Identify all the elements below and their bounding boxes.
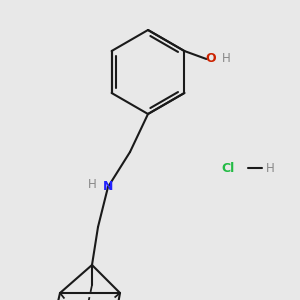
Text: H: H: [266, 161, 274, 175]
Text: H: H: [88, 178, 96, 190]
Text: O: O: [205, 52, 216, 65]
Text: H: H: [222, 52, 231, 64]
Text: Cl: Cl: [221, 161, 235, 175]
Text: N: N: [103, 181, 113, 194]
